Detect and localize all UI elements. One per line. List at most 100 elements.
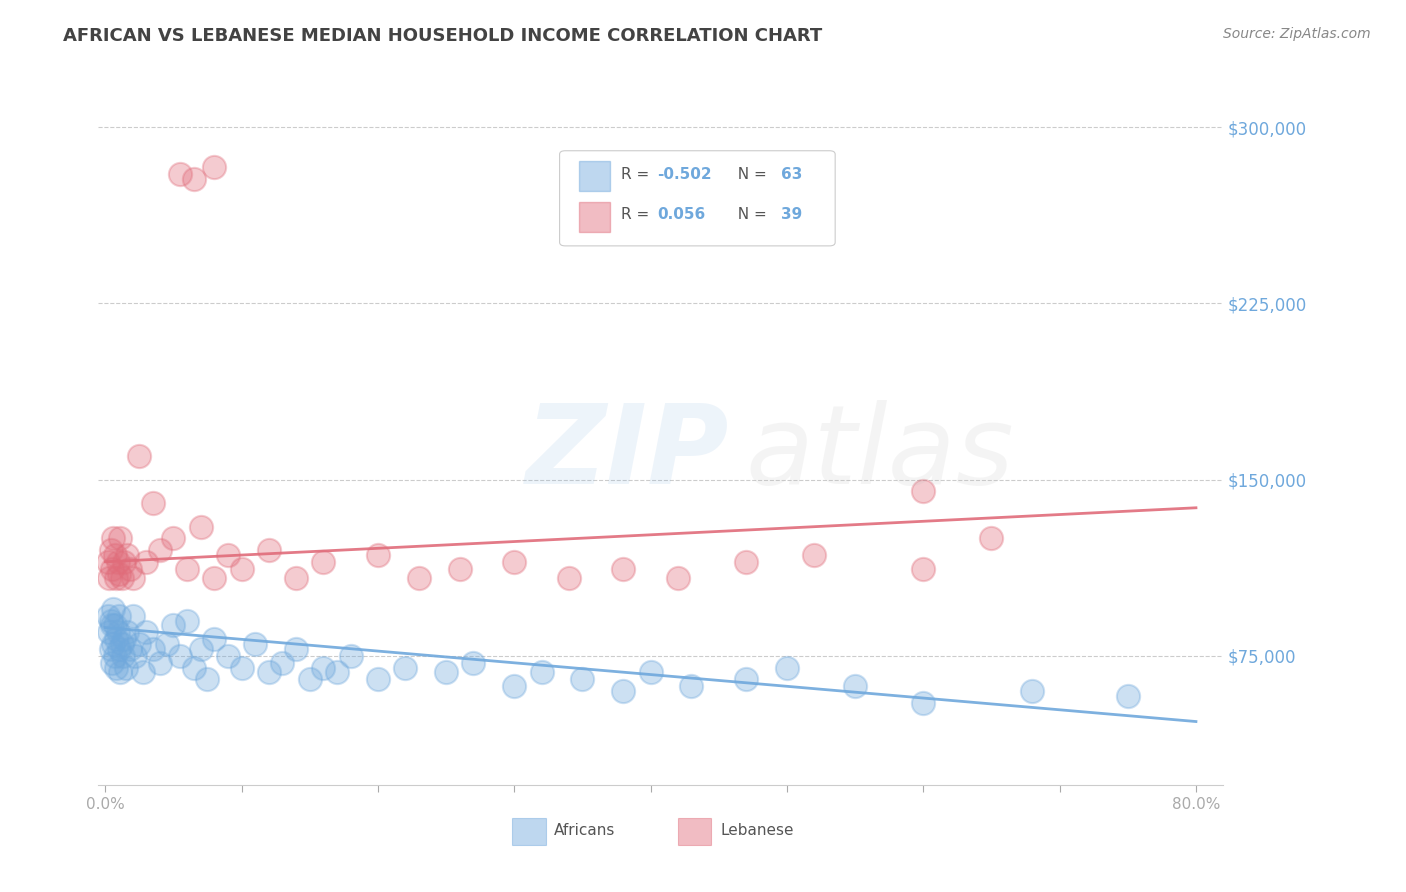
- Point: [434, 665, 457, 680]
- Point: [202, 571, 225, 585]
- Point: [101, 618, 124, 632]
- Point: [640, 665, 662, 680]
- Point: [681, 679, 703, 693]
- Point: [312, 660, 335, 674]
- Point: [97, 608, 120, 623]
- Point: [271, 656, 294, 670]
- Point: [202, 160, 225, 174]
- Point: [155, 637, 177, 651]
- Text: AFRICAN VS LEBANESE MEDIAN HOUSEHOLD INCOME CORRELATION CHART: AFRICAN VS LEBANESE MEDIAN HOUSEHOLD INC…: [63, 27, 823, 45]
- Point: [217, 548, 239, 562]
- Point: [103, 531, 125, 545]
- Point: [735, 555, 758, 569]
- Text: N =: N =: [728, 207, 772, 222]
- Point: [190, 641, 212, 656]
- Point: [612, 684, 634, 698]
- Point: [101, 562, 124, 576]
- Point: [803, 548, 825, 562]
- Point: [149, 656, 172, 670]
- Point: [128, 449, 150, 463]
- Point: [132, 665, 155, 680]
- Text: -0.502: -0.502: [658, 167, 711, 181]
- Point: [103, 637, 125, 651]
- Point: [101, 656, 124, 670]
- Text: 0.056: 0.056: [658, 207, 706, 222]
- Point: [112, 555, 135, 569]
- Point: [105, 632, 128, 647]
- FancyBboxPatch shape: [560, 151, 835, 246]
- Point: [162, 531, 184, 545]
- Point: [149, 543, 172, 558]
- Text: Lebanese: Lebanese: [720, 823, 794, 838]
- Point: [183, 172, 205, 186]
- Point: [110, 637, 132, 651]
- Point: [776, 660, 799, 674]
- Point: [245, 637, 267, 651]
- Point: [1116, 689, 1139, 703]
- Point: [176, 562, 198, 576]
- Point: [118, 562, 141, 576]
- Point: [503, 555, 526, 569]
- Point: [1021, 684, 1043, 698]
- Point: [162, 618, 184, 632]
- Point: [135, 625, 157, 640]
- Point: [257, 665, 280, 680]
- Point: [142, 496, 165, 510]
- Text: ZIP: ZIP: [526, 401, 730, 508]
- Point: [197, 673, 219, 687]
- FancyBboxPatch shape: [512, 818, 546, 845]
- Point: [202, 632, 225, 647]
- Point: [912, 484, 935, 499]
- Point: [104, 618, 127, 632]
- Point: [231, 562, 253, 576]
- Point: [114, 660, 136, 674]
- Text: atlas: atlas: [745, 401, 1014, 508]
- Point: [176, 614, 198, 628]
- Text: N =: N =: [728, 167, 772, 181]
- Point: [558, 571, 581, 585]
- Point: [912, 696, 935, 710]
- Point: [367, 548, 389, 562]
- Point: [111, 648, 134, 663]
- Point: [104, 648, 127, 663]
- Point: [571, 673, 593, 687]
- Text: R =: R =: [621, 207, 659, 222]
- Point: [121, 571, 143, 585]
- Point: [463, 656, 485, 670]
- Point: [110, 665, 132, 680]
- Point: [107, 555, 129, 569]
- Text: 39: 39: [782, 207, 803, 222]
- Point: [135, 555, 157, 569]
- Point: [98, 625, 121, 640]
- Point: [326, 665, 349, 680]
- Point: [104, 548, 127, 562]
- Point: [124, 648, 146, 663]
- Point: [142, 641, 165, 656]
- Point: [612, 562, 634, 576]
- Point: [105, 571, 128, 585]
- Y-axis label: Median Household Income: Median Household Income: [0, 331, 7, 534]
- FancyBboxPatch shape: [678, 818, 711, 845]
- Point: [115, 625, 138, 640]
- Point: [530, 665, 553, 680]
- Point: [108, 608, 131, 623]
- Text: Africans: Africans: [554, 823, 616, 838]
- Point: [112, 632, 135, 647]
- Point: [100, 543, 122, 558]
- Point: [735, 673, 758, 687]
- Point: [367, 673, 389, 687]
- Point: [128, 637, 150, 651]
- Point: [449, 562, 471, 576]
- Point: [169, 648, 191, 663]
- Text: R =: R =: [621, 167, 655, 181]
- Point: [503, 679, 526, 693]
- Point: [108, 641, 131, 656]
- Point: [100, 614, 122, 628]
- Point: [394, 660, 416, 674]
- Text: 63: 63: [782, 167, 803, 181]
- Point: [107, 625, 129, 640]
- Point: [844, 679, 866, 693]
- Point: [98, 571, 121, 585]
- Point: [190, 519, 212, 533]
- Point: [285, 641, 308, 656]
